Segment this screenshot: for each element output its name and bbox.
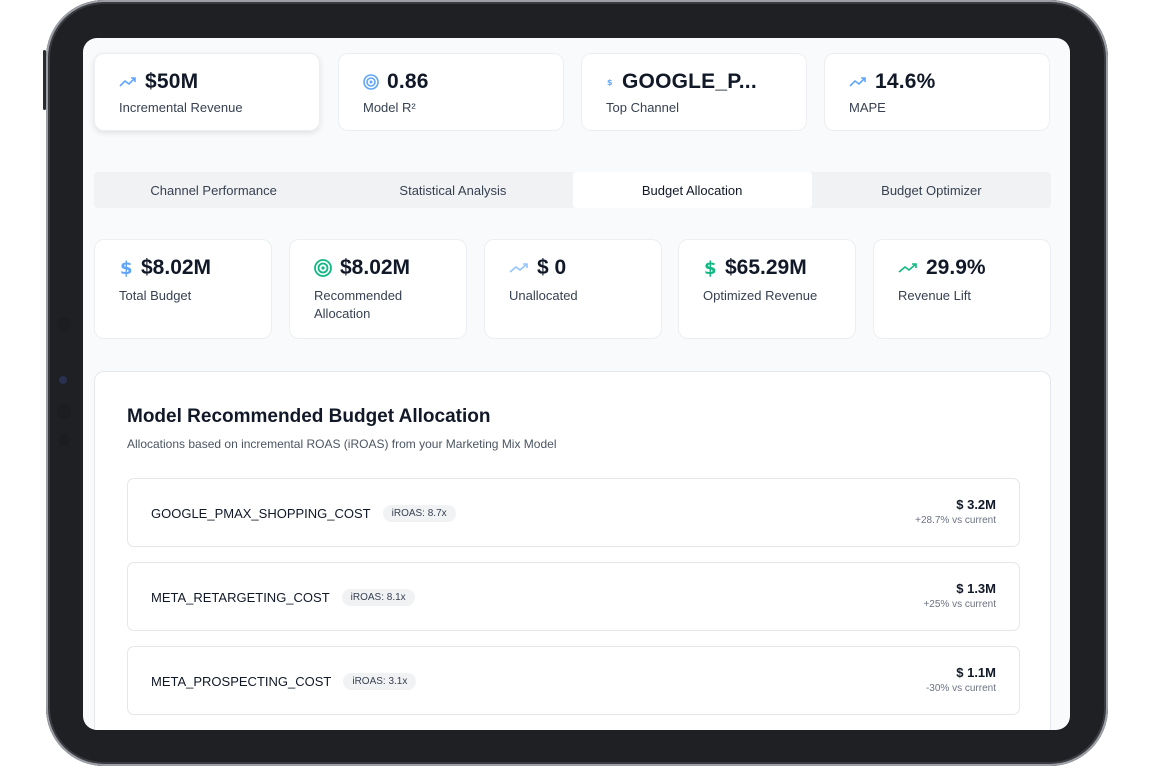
stat-label: Total Budget xyxy=(119,288,192,303)
allocation-amount: $ 3.2M xyxy=(956,497,996,512)
iroas-badge: iROAS: 8.7x xyxy=(382,505,456,522)
kpi-card-mape[interactable]: 14.6% MAPE xyxy=(824,53,1050,131)
camera-lens xyxy=(59,376,67,384)
iroas-badge: iROAS: 8.1x xyxy=(341,589,415,606)
dollar-icon: $ xyxy=(119,258,133,278)
stat-value: $ 0 xyxy=(537,256,567,279)
stat-label: Recommended Allocation xyxy=(314,288,403,321)
kpi-card-top-channel[interactable]: $ GOOGLE_P... Top Channel xyxy=(581,53,807,131)
panel-title: Model Recommended Budget Allocation xyxy=(127,406,491,427)
budget-stats-row: $ $8.02M Total Budget $8.02M Recommended… xyxy=(94,239,1051,339)
app-screen: $50M Incremental Revenue 0.86 Model R² $… xyxy=(83,38,1070,730)
stat-card-unallocated: $ 0 Unallocated xyxy=(484,239,662,339)
kpi-value: 0.86 xyxy=(387,70,429,93)
channel-name: META_PROSPECTING_COST xyxy=(151,674,332,689)
dollar-icon: $ xyxy=(606,76,614,88)
tab-budget-allocation[interactable]: Budget Allocation xyxy=(572,172,812,208)
kpi-value: GOOGLE_P... xyxy=(622,70,757,93)
stat-label: Revenue Lift xyxy=(898,288,971,303)
allocation-amount: $ 1.3M xyxy=(956,581,996,596)
stat-card-total-budget: $ $8.02M Total Budget xyxy=(94,239,272,339)
budget-allocation-panel: Model Recommended Budget Allocation Allo… xyxy=(94,371,1051,730)
tab-budget-optimizer[interactable]: Budget Optimizer xyxy=(881,182,982,198)
kpi-label: Model R² xyxy=(363,100,416,115)
trend-up-icon xyxy=(849,76,867,88)
allocation-row[interactable]: META_RETARGETING_COST iROAS: 8.1x $ 1.3M… xyxy=(127,562,1020,631)
svg-text:$: $ xyxy=(704,258,717,278)
allocation-delta: +28.7% vs current xyxy=(915,515,996,526)
tab-channel-performance[interactable]: Channel Performance xyxy=(150,182,277,198)
stat-card-recommended-allocation: $8.02M Recommended Allocation xyxy=(289,239,467,339)
channel-name: GOOGLE_PMAX_SHOPPING_COST xyxy=(151,506,371,521)
dollar-icon: $ xyxy=(703,258,717,278)
allocation-row[interactable]: GOOGLE_PMAX_SHOPPING_COST iROAS: 8.7x $ … xyxy=(127,478,1020,547)
stat-label: Optimized Revenue xyxy=(703,288,818,303)
kpi-row: $50M Incremental Revenue 0.86 Model R² $… xyxy=(94,53,1051,133)
kpi-value: $50M xyxy=(145,70,199,93)
iroas-badge: iROAS: 3.1x xyxy=(343,673,417,690)
stat-value: $8.02M xyxy=(340,256,411,279)
kpi-label: Top Channel xyxy=(606,100,679,115)
stat-card-optimized-revenue: $ $65.29M Optimized Revenue xyxy=(678,239,856,339)
allocation-delta: +25% vs current xyxy=(923,599,996,610)
trend-up-icon xyxy=(509,262,529,274)
stat-value: $65.29M xyxy=(725,256,807,279)
tab-statistical-analysis[interactable]: Statistical Analysis xyxy=(399,182,507,198)
target-icon xyxy=(314,259,332,277)
trend-up-icon xyxy=(898,262,918,274)
stat-label: Unallocated xyxy=(509,288,578,303)
camera-dot xyxy=(57,404,71,418)
allocation-amount: $ 1.1M xyxy=(956,665,996,680)
kpi-label: MAPE xyxy=(849,100,886,115)
allocation-row[interactable]: META_PROSPECTING_COST iROAS: 3.1x $ 1.1M… xyxy=(127,646,1020,715)
camera-dot xyxy=(58,434,70,446)
svg-text:$: $ xyxy=(120,258,133,278)
stat-card-revenue-lift: 29.9% Revenue Lift xyxy=(873,239,1051,339)
trend-up-icon xyxy=(119,76,137,88)
tab-bar: Channel Performance Statistical Analysis… xyxy=(94,172,1051,208)
target-icon xyxy=(363,74,379,90)
kpi-label: Incremental Revenue xyxy=(119,100,243,115)
camera-dot xyxy=(57,318,71,332)
kpi-card-incremental-revenue[interactable]: $50M Incremental Revenue xyxy=(94,53,320,131)
stat-value: 29.9% xyxy=(926,256,986,279)
kpi-value: 14.6% xyxy=(875,70,936,93)
kpi-card-model-r2[interactable]: 0.86 Model R² xyxy=(338,53,564,131)
allocation-delta: -30% vs current xyxy=(925,683,996,694)
panel-subtitle: Allocations based on incremental ROAS (i… xyxy=(127,437,557,451)
side-button xyxy=(43,50,46,110)
channel-name: META_RETARGETING_COST xyxy=(151,590,330,605)
svg-text:$: $ xyxy=(607,78,613,87)
stat-value: $8.02M xyxy=(141,256,212,279)
